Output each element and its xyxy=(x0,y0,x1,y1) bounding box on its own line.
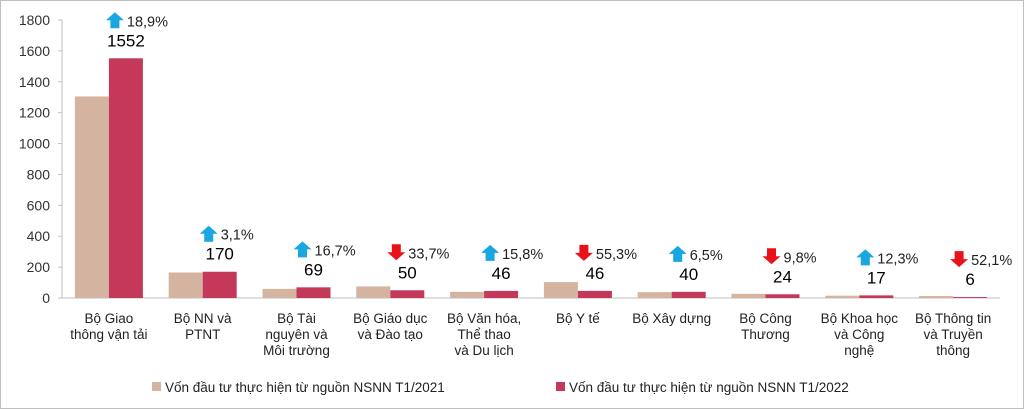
bar-series2 xyxy=(671,291,706,298)
category-label: Bộ Khoa học và Công nghệ xyxy=(821,311,899,358)
bar-series1 xyxy=(74,96,109,298)
bar-series1 xyxy=(450,291,485,298)
bar-series2 xyxy=(859,295,894,298)
change-percent-label: 9,8% xyxy=(784,250,817,266)
arrow-up-icon xyxy=(668,245,687,262)
y-tick-label: 1000 xyxy=(19,136,50,152)
arrow-up-icon xyxy=(856,249,875,266)
bar-series1 xyxy=(543,282,578,298)
change-percent-label: 55,3% xyxy=(596,247,637,263)
y-tick-label: 400 xyxy=(27,228,51,244)
data-label: 1552 xyxy=(107,31,145,50)
arrow-up-icon xyxy=(105,12,124,29)
category-label: Bộ NN và PTNT xyxy=(174,311,232,342)
data-label: 24 xyxy=(773,267,792,286)
category-label: Bộ Văn hóa, Thể thao và Du lịch xyxy=(447,311,521,358)
data-label: 46 xyxy=(492,264,511,283)
legend-label: Vốn đầu tư thực hiện từ nguồn NSNN T1/20… xyxy=(569,380,849,395)
y-tick-label: 1600 xyxy=(19,43,50,59)
bar-series2 xyxy=(390,290,425,298)
change-percent-label: 16,7% xyxy=(315,243,356,259)
arrow-down-icon xyxy=(762,248,781,265)
arrow-down-icon xyxy=(387,244,406,261)
legend-swatch xyxy=(152,382,161,391)
change-percent-label: 6,5% xyxy=(690,248,723,264)
change-percent-label: 12,3% xyxy=(877,251,918,267)
change-percent-label: 52,1% xyxy=(971,253,1012,269)
y-tick-label: 1400 xyxy=(19,74,50,90)
change-percent-label: 18,9% xyxy=(127,14,168,30)
y-tick-label: 1800 xyxy=(19,12,50,28)
bar-series2 xyxy=(484,290,519,298)
arrow-down-icon xyxy=(950,251,969,268)
bar-series2 xyxy=(202,271,237,298)
bar-series2 xyxy=(953,297,988,298)
change-percent-label: 15,8% xyxy=(502,247,543,263)
change-percent-label: 3,1% xyxy=(221,228,254,244)
category-label: Bộ Thông tin và Truyền thông xyxy=(915,311,991,358)
bar-series1 xyxy=(919,295,954,298)
bar-series2 xyxy=(577,290,612,298)
data-label: 170 xyxy=(206,245,234,264)
data-label: 69 xyxy=(304,260,323,279)
category-label: Bộ Xây dựng xyxy=(632,311,711,326)
y-tick-label: 600 xyxy=(27,197,51,213)
category-label: Bộ Giao thông vận tải xyxy=(70,311,147,342)
y-tick-label: 0 xyxy=(42,290,50,306)
arrow-down-icon xyxy=(574,244,593,261)
legend-label: Vốn đầu tư thực hiện từ nguồn NSNN T1/20… xyxy=(165,380,445,395)
bar-series2 xyxy=(296,287,331,298)
data-label: 50 xyxy=(398,263,417,282)
arrow-up-icon xyxy=(199,225,218,242)
bar-series1 xyxy=(262,288,297,298)
data-label: 40 xyxy=(679,265,698,284)
data-label: 6 xyxy=(965,270,974,289)
arrow-up-icon xyxy=(481,244,500,261)
category-label: Bộ Công Thương xyxy=(739,311,792,342)
bar-series1 xyxy=(168,272,203,298)
y-tick-label: 1200 xyxy=(19,105,50,121)
category-label: Bộ Y tế xyxy=(556,311,600,326)
bar-series1 xyxy=(825,295,860,298)
category-label: Bộ Giáo dục và Đào tạo xyxy=(353,311,428,342)
legend-swatch xyxy=(556,382,565,391)
data-label: 46 xyxy=(585,264,604,283)
bar-series1 xyxy=(731,293,766,298)
bar-series1 xyxy=(356,286,391,298)
arrow-up-icon xyxy=(293,241,312,258)
category-label: Bộ Tài nguyên và Môi trường xyxy=(263,311,330,358)
y-tick-label: 200 xyxy=(27,259,51,275)
bar-series2 xyxy=(108,58,143,299)
bar-series1 xyxy=(637,292,672,298)
data-label: 17 xyxy=(867,268,886,287)
change-percent-label: 33,7% xyxy=(408,246,449,262)
bar-series2 xyxy=(765,294,800,298)
y-tick-label: 800 xyxy=(27,166,51,182)
